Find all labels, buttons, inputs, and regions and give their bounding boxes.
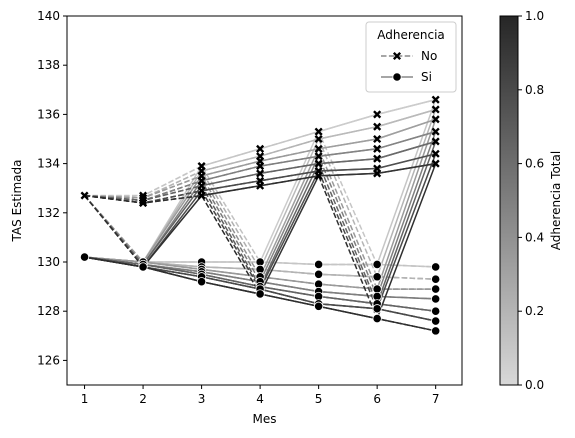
x-tick-label: 5 (315, 392, 323, 406)
point-no-m7-3 (431, 127, 440, 136)
point-si-m7-3 (431, 294, 441, 304)
point-si-m7-4 (431, 306, 441, 316)
x-tick-label: 3 (198, 392, 206, 406)
point-no-m4-4 (256, 169, 265, 178)
point-no-m2-6 (139, 198, 148, 208)
x-tick-label: 4 (256, 392, 264, 406)
point-no-m6-6 (373, 169, 382, 178)
colorbar-tick-label: 0.2 (525, 304, 544, 318)
y-tick-label: 128 (37, 304, 60, 318)
point-si-m3-6 (196, 277, 207, 287)
y-tick-label: 132 (37, 206, 60, 220)
point-si-m5-1 (314, 269, 324, 279)
point-no-m4-3 (256, 162, 265, 171)
point-no-m5-0 (314, 127, 323, 136)
point-si-m5-6 (314, 301, 324, 311)
series-line-si-11 (84, 109, 437, 278)
colorbar-tick-label: 0.8 (525, 83, 544, 97)
point-si-m6-0 (372, 259, 382, 270)
y-tick-label: 134 (37, 157, 60, 171)
point-no-m4-0 (256, 144, 265, 153)
x-tick-label: 1 (81, 392, 89, 406)
colorbar-tick-label: 0.4 (525, 230, 544, 244)
legend-label-1: Si (421, 70, 432, 84)
colorbar-label: Adherencia Total (549, 151, 563, 250)
point-no-m5-6 (314, 171, 323, 180)
point-no-m6-0 (373, 110, 382, 119)
legend[interactable]: Adherencia No Si (365, 21, 457, 93)
point-no-m5-2 (314, 144, 323, 153)
legend-label-0: No (421, 49, 437, 63)
y-tick-label: 140 (37, 9, 60, 23)
y-tick-label: 126 (37, 353, 60, 367)
y-tick-label: 130 (37, 255, 60, 269)
point-no-m7-1 (431, 105, 440, 114)
point-no-m7-6 (431, 159, 440, 168)
point-no-m5-1 (314, 134, 323, 144)
point-no-m6-1 (373, 122, 382, 131)
y-tick-label: 138 (37, 58, 60, 72)
point-no-m7-2 (431, 115, 440, 124)
series-line-si-9 (84, 108, 436, 271)
point-si-m5-0 (314, 259, 324, 270)
point-si-m1 (79, 252, 90, 262)
series-line-si-13 (84, 118, 436, 263)
point-no-m7-4 (431, 137, 440, 146)
series-points (79, 95, 441, 336)
point-si-m7-2 (431, 284, 441, 294)
point-si-m7-5 (431, 316, 441, 326)
legend-marker-circle-icon (392, 72, 402, 82)
point-no-m7-0 (431, 95, 440, 104)
point-si-m6-1 (372, 272, 382, 282)
y-tick-label: 136 (37, 107, 60, 121)
x-tick-label: 7 (432, 392, 440, 406)
x-tick-label: 6 (373, 392, 381, 406)
point-no-m4-6 (256, 181, 265, 190)
colorbar-tick-label: 0.0 (525, 378, 544, 392)
colorbar-tick-label: 0.6 (525, 157, 544, 171)
point-no-m3-6 (197, 191, 206, 200)
plot-frame (66, 15, 463, 386)
legend-box (365, 21, 457, 93)
point-no-m7-5 (431, 149, 440, 158)
point-si-m2-6 (138, 262, 148, 272)
point-no-m5-4 (314, 159, 323, 168)
legend-title: Adherencia (377, 28, 445, 42)
point-si-m7-6 (431, 326, 441, 336)
point-no-m1 (80, 191, 89, 200)
point-si-m7-1 (431, 274, 441, 284)
point-si-m7-0 (431, 262, 441, 272)
point-no-m6-3 (373, 144, 382, 153)
series-line-no-40 (84, 175, 436, 332)
point-no-m6-2 (373, 134, 382, 144)
colorbar-bar (499, 15, 519, 386)
x-tick-label: 2 (139, 392, 147, 406)
point-no-m2-4 (139, 196, 148, 205)
colorbar: 0.0 0.2 0.4 0.6 0.8 1.0 Adherencia Total (499, 9, 563, 392)
axes: 1 2 3 4 5 6 7 126 128 130 132 134 136 138 140 Mes TAS Es… (10, 9, 463, 426)
x-axis-label: Mes (253, 412, 277, 426)
point-no-m6-4 (373, 154, 382, 163)
legend-marker-x-icon (392, 51, 402, 61)
point-si-m6-6 (372, 313, 382, 324)
point-si-m4-6 (255, 289, 265, 299)
point-si-m6-5 (372, 304, 382, 314)
colorbar-tick-label: 1.0 (525, 9, 544, 23)
point-no-m5-3 (314, 152, 323, 161)
y-axis-label: TAS Estimada (10, 160, 24, 243)
